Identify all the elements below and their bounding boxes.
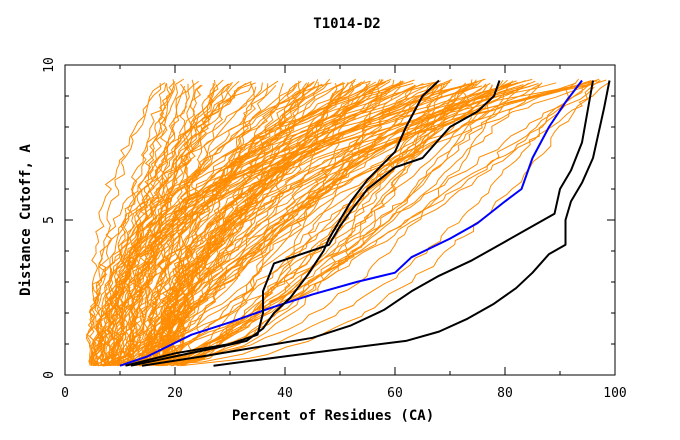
background-series-line [176, 80, 514, 367]
x-tick-label: 40 [277, 386, 293, 401]
background-series-line [90, 79, 224, 366]
x-tick-label: 60 [387, 386, 403, 401]
background-series-line [177, 82, 214, 366]
x-tick-label: 100 [603, 386, 626, 401]
background-series-line [106, 83, 229, 366]
background-series-line [90, 78, 331, 367]
background-series-line [162, 83, 442, 366]
y-tick-label: 5 [42, 216, 57, 224]
background-series-line [114, 81, 440, 366]
highlight-black-4-line [213, 80, 611, 367]
background-series-line [96, 85, 531, 366]
y-tick-label: 0 [42, 371, 57, 379]
background-series-line [168, 84, 310, 366]
highlight-black-3-line [141, 80, 594, 367]
background-series-line [151, 84, 219, 367]
background-series-line [164, 83, 478, 366]
background-series-line [149, 84, 298, 367]
background-series-line [141, 79, 216, 366]
x-tick-label: 20 [167, 386, 183, 401]
background-series-line [170, 84, 524, 366]
background-series-line [127, 81, 476, 367]
background-series-line [148, 84, 438, 366]
background-series-line [105, 83, 404, 366]
background-series-line [149, 79, 395, 367]
x-tick-label: 0 [61, 386, 69, 401]
background-series-line [132, 82, 346, 366]
background-series-line [162, 79, 477, 367]
background-series-line [148, 84, 394, 367]
background-series-line [136, 85, 493, 367]
background-series-line [130, 79, 453, 367]
background-series-line [102, 84, 510, 367]
x-tick-label: 80 [497, 386, 513, 401]
background-series-line [116, 85, 483, 366]
background-series-line [155, 81, 611, 367]
y-axis-label: Distance Cutoff, A [18, 144, 34, 296]
background-series-line [87, 82, 332, 366]
background-series-line [166, 82, 310, 366]
background-series-line [126, 79, 415, 366]
highlight-black-2-line [125, 80, 501, 367]
background-series-line [140, 78, 381, 366]
background-series-line [160, 82, 543, 367]
background-series-line [132, 83, 541, 366]
background-series-line [108, 83, 190, 367]
x-axis-label: Percent of Residues (CA) [232, 408, 434, 424]
background-series-line [174, 80, 526, 366]
chart-title: T1014-D2 [313, 16, 380, 32]
background-series-line [138, 78, 579, 367]
background-series-line [184, 83, 369, 366]
background-series-line [124, 83, 171, 367]
background-series-line [125, 81, 314, 366]
highlight-blue-line [119, 79, 583, 367]
axis-ticks: 0 20 40 60 80 100 0 5 10 [42, 57, 627, 401]
highlight-series-group [119, 79, 611, 367]
background-series-line [106, 81, 593, 367]
background-series-line [145, 79, 473, 367]
background-series-line [92, 86, 186, 366]
background-series-line [94, 83, 162, 366]
background-series-group [85, 78, 611, 367]
background-series-line [151, 85, 590, 366]
background-series-line [127, 84, 310, 367]
background-series-line [176, 79, 607, 366]
background-series-line [127, 82, 308, 366]
y-tick-label: 10 [42, 57, 57, 73]
background-series-line [92, 83, 424, 366]
background-series-line [109, 83, 323, 367]
highlight-black-1-line [130, 79, 440, 367]
background-series-line [152, 82, 530, 367]
background-series-line [121, 80, 199, 367]
